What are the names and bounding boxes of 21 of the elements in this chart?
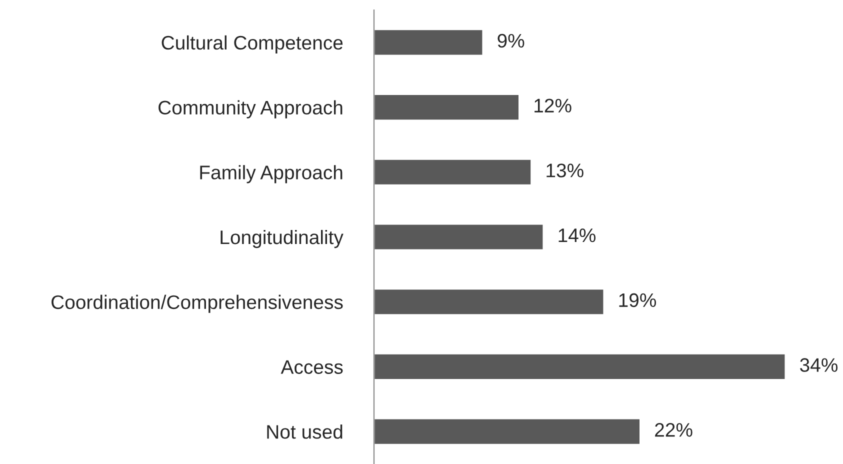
data-label: 19% <box>619 293 656 308</box>
bar <box>374 28 484 56</box>
bar <box>374 418 641 446</box>
data-label: 12% <box>534 98 572 112</box>
bar <box>374 158 532 186</box>
y-tick-label: Cultural Competence <box>162 35 343 54</box>
y-tick-label: Family Approach <box>200 165 342 184</box>
bar <box>374 353 786 380</box>
y-tick-label: Not used <box>267 424 342 439</box>
bar <box>374 94 520 121</box>
y-tick-label: Longitudinality <box>220 230 344 248</box>
data-label: 9% <box>498 34 524 48</box>
data-label: 22% <box>655 423 692 437</box>
bar <box>374 223 544 251</box>
bar <box>374 288 605 316</box>
y-tick-label: Community Approach <box>158 100 342 118</box>
y-tick-label: Coordination/Comprehensiveness <box>52 294 343 313</box>
data-label: 34% <box>800 358 838 372</box>
y-tick-label: Access <box>280 360 343 374</box>
data-label: 14% <box>558 228 596 242</box>
data-label: 13% <box>546 164 584 178</box>
